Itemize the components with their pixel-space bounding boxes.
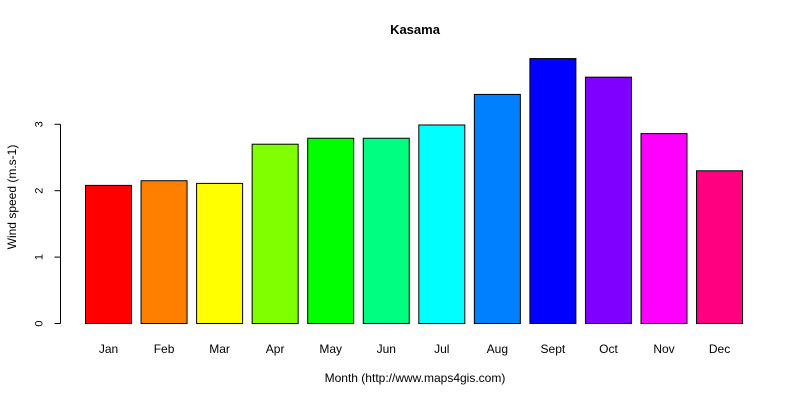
x-tick-label-dec: Dec	[709, 342, 730, 356]
x-axis-label: Month (http://www.maps4gis.com)	[324, 371, 506, 385]
bars-group	[85, 58, 744, 325]
y-tick-label: 2	[34, 188, 46, 194]
y-axis: 0 1 2 3	[34, 121, 61, 327]
x-tick-label-jul: Jul	[434, 342, 449, 356]
bar-jul	[418, 124, 466, 324]
x-tick-label-sept: Sept	[541, 342, 566, 356]
bar-oct	[584, 76, 632, 324]
x-tick-label-nov: Nov	[653, 342, 674, 356]
bar-aug	[473, 93, 521, 324]
y-tick-label: 1	[34, 254, 46, 260]
bar-sept	[529, 58, 577, 325]
y-tick-label: 0	[34, 320, 46, 326]
x-tick-label-oct: Oct	[599, 342, 618, 356]
bar-feb	[140, 180, 188, 324]
x-tick-labels: Jan Feb Mar Apr May Jun Jul Aug Sept Oct Nov Dec	[99, 342, 730, 356]
x-tick-label-jan: Jan	[99, 342, 118, 356]
x-tick-label-apr: Apr	[266, 342, 285, 356]
bar-jan	[85, 184, 132, 324]
bar-nov	[640, 133, 688, 324]
bar-jun	[362, 137, 410, 324]
bar-apr	[251, 143, 299, 324]
y-tick-label: 3	[34, 121, 46, 127]
chart-title: Kasama	[390, 22, 440, 37]
x-tick-label-may: May	[319, 342, 342, 356]
x-tick-label-feb: Feb	[154, 342, 175, 356]
x-tick-label-mar: Mar	[209, 342, 230, 356]
bar-dec	[696, 170, 744, 324]
x-tick-label-aug: Aug	[487, 342, 508, 356]
bar-mar	[196, 182, 244, 324]
bar-may	[307, 137, 355, 324]
x-tick-label-jun: Jun	[377, 342, 396, 356]
